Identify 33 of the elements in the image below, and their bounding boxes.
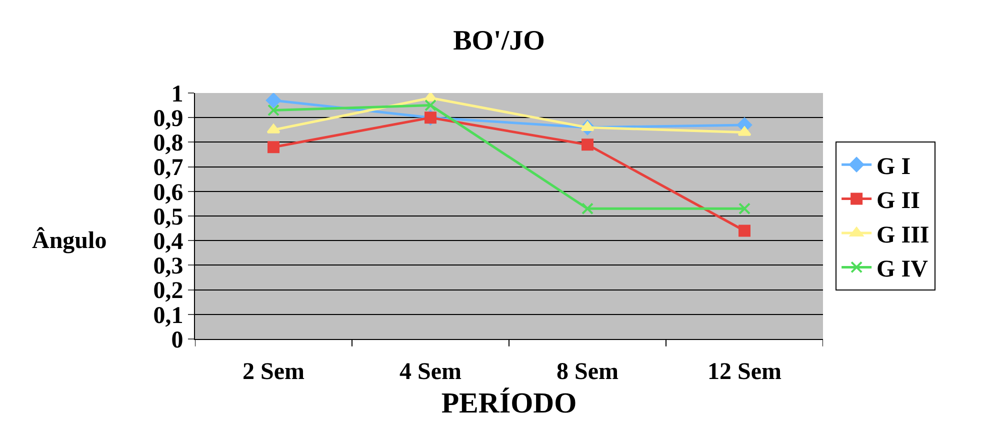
x-tick-label: 4 Sem xyxy=(400,358,462,385)
y-tick-label: 0,7 xyxy=(153,155,184,182)
y-tick-label: 0,4 xyxy=(153,229,184,255)
y-tick-label: 0,1 xyxy=(153,302,184,329)
y-tick-label: 0,9 xyxy=(153,106,184,132)
point xyxy=(580,121,594,131)
y-tick-label: 0,3 xyxy=(153,254,184,280)
point xyxy=(268,141,280,154)
x-axis-title: PERÍODO xyxy=(441,388,577,420)
point xyxy=(582,202,594,215)
point xyxy=(738,126,752,136)
x-tick-label: 2 Sem xyxy=(242,358,304,385)
y-tick-label: 0,8 xyxy=(153,130,184,157)
y-tick-label: 0,2 xyxy=(153,278,184,304)
point xyxy=(266,93,281,108)
legend-label: G II xyxy=(876,188,920,214)
point xyxy=(738,224,750,237)
legend-label: G IV xyxy=(876,256,929,283)
point xyxy=(424,99,436,112)
y-tick-label: 0,5 xyxy=(153,204,184,230)
x-tick-label: 8 Sem xyxy=(556,358,618,385)
x-tick-label: 12 Sem xyxy=(708,358,782,385)
legend-label: G III xyxy=(876,222,930,248)
point xyxy=(738,202,750,215)
y-tick-label: 0,6 xyxy=(153,180,184,206)
point xyxy=(582,138,594,151)
legend-label: G I xyxy=(876,154,911,180)
point xyxy=(266,124,280,134)
chart-title: BO'/JO xyxy=(453,25,545,56)
y-tick-label: 0 xyxy=(171,327,184,354)
point xyxy=(268,104,280,116)
y-tick-label: 1 xyxy=(171,81,184,108)
y-axis-title: Ângulo xyxy=(32,227,107,254)
